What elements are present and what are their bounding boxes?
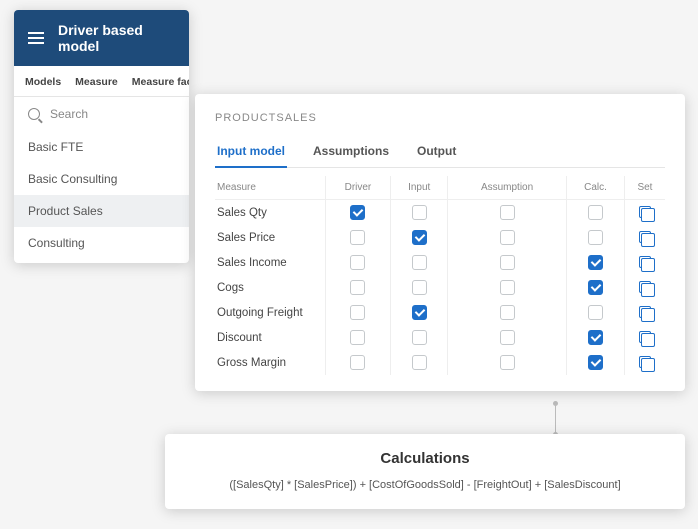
input-checkbox[interactable] bbox=[412, 305, 427, 320]
panel-tab-input-model[interactable]: Input model bbox=[215, 138, 287, 168]
table-row: Sales Price bbox=[215, 225, 665, 250]
panel-tab-output[interactable]: Output bbox=[415, 138, 458, 167]
measure-label: Discount bbox=[215, 325, 325, 350]
sidebar: Driver based model Models Measure Measur… bbox=[14, 10, 189, 263]
copy-icon[interactable] bbox=[639, 256, 651, 268]
assumption-checkbox[interactable] bbox=[500, 230, 515, 245]
assumption-checkbox[interactable] bbox=[500, 330, 515, 345]
col-driver: Driver bbox=[325, 176, 391, 200]
panel-tabs: Input model Assumptions Output bbox=[215, 138, 665, 168]
calculations-formula: ([SalesQty] * [SalesPrice]) + [CostOfGoo… bbox=[179, 479, 671, 491]
copy-icon[interactable] bbox=[639, 331, 651, 343]
measure-label: Sales Price bbox=[215, 225, 325, 250]
table-row: Gross Margin bbox=[215, 350, 665, 375]
tab-measure[interactable]: Measure bbox=[68, 66, 125, 96]
main-panel: PRODUCTSALES Input model Assumptions Out… bbox=[195, 94, 685, 391]
driver-checkbox[interactable] bbox=[350, 355, 365, 370]
table-row: Outgoing Freight bbox=[215, 300, 665, 325]
calc-checkbox[interactable] bbox=[588, 305, 603, 320]
copy-icon[interactable] bbox=[639, 356, 651, 368]
input-checkbox[interactable] bbox=[412, 205, 427, 220]
measures-table: Measure Driver Input Assumption Calc. Se… bbox=[215, 176, 665, 375]
input-checkbox[interactable] bbox=[412, 280, 427, 295]
col-assumption: Assumption bbox=[448, 176, 567, 200]
col-calc: Calc. bbox=[567, 176, 625, 200]
input-checkbox[interactable] bbox=[412, 330, 427, 345]
menu-icon[interactable] bbox=[28, 32, 44, 44]
sidebar-item-basic-consulting[interactable]: Basic Consulting bbox=[14, 163, 189, 195]
measure-label: Sales Income bbox=[215, 250, 325, 275]
measure-label: Outgoing Freight bbox=[215, 300, 325, 325]
app-header: Driver based model bbox=[14, 10, 189, 66]
assumption-checkbox[interactable] bbox=[500, 305, 515, 320]
driver-checkbox[interactable] bbox=[350, 280, 365, 295]
search-placeholder: Search bbox=[50, 107, 88, 121]
sidebar-item-basic-fte[interactable]: Basic FTE bbox=[14, 131, 189, 163]
col-set: Set bbox=[624, 176, 665, 200]
panel-tab-assumptions[interactable]: Assumptions bbox=[311, 138, 391, 167]
sidebar-item-product-sales[interactable]: Product Sales bbox=[14, 195, 189, 227]
app-title: Driver based model bbox=[58, 22, 175, 54]
sidebar-item-consulting[interactable]: Consulting bbox=[14, 227, 189, 259]
connector-line bbox=[555, 404, 556, 434]
search-row[interactable]: Search bbox=[14, 97, 189, 131]
tab-models[interactable]: Models bbox=[18, 66, 68, 96]
copy-icon[interactable] bbox=[639, 231, 651, 243]
calculations-panel: Calculations ([SalesQty] * [SalesPrice])… bbox=[165, 434, 685, 509]
search-icon bbox=[28, 108, 40, 120]
table-row: Cogs bbox=[215, 275, 665, 300]
assumption-checkbox[interactable] bbox=[500, 255, 515, 270]
driver-checkbox[interactable] bbox=[350, 305, 365, 320]
calc-checkbox[interactable] bbox=[588, 255, 603, 270]
driver-checkbox[interactable] bbox=[350, 330, 365, 345]
table-row: Sales Qty bbox=[215, 200, 665, 226]
assumption-checkbox[interactable] bbox=[500, 205, 515, 220]
copy-icon[interactable] bbox=[639, 281, 651, 293]
sidebar-tabs: Models Measure Measure fact ... bbox=[14, 66, 189, 97]
sidebar-list: Basic FTE Basic Consulting Product Sales… bbox=[14, 131, 189, 263]
measure-label: Gross Margin bbox=[215, 350, 325, 375]
copy-icon[interactable] bbox=[639, 306, 651, 318]
driver-checkbox[interactable] bbox=[350, 205, 365, 220]
calc-checkbox[interactable] bbox=[588, 230, 603, 245]
input-checkbox[interactable] bbox=[412, 230, 427, 245]
input-checkbox[interactable] bbox=[412, 355, 427, 370]
assumption-checkbox[interactable] bbox=[500, 355, 515, 370]
calc-checkbox[interactable] bbox=[588, 330, 603, 345]
table-row: Discount bbox=[215, 325, 665, 350]
tab-measure-fact[interactable]: Measure fact ... bbox=[125, 66, 189, 96]
driver-checkbox[interactable] bbox=[350, 230, 365, 245]
calc-checkbox[interactable] bbox=[588, 355, 603, 370]
panel-title: PRODUCTSALES bbox=[215, 112, 665, 124]
table-row: Sales Income bbox=[215, 250, 665, 275]
calculations-title: Calculations bbox=[179, 450, 671, 467]
copy-icon[interactable] bbox=[639, 206, 651, 218]
driver-checkbox[interactable] bbox=[350, 255, 365, 270]
measure-label: Sales Qty bbox=[215, 200, 325, 226]
calc-checkbox[interactable] bbox=[588, 205, 603, 220]
calc-checkbox[interactable] bbox=[588, 280, 603, 295]
col-input: Input bbox=[391, 176, 448, 200]
input-checkbox[interactable] bbox=[412, 255, 427, 270]
assumption-checkbox[interactable] bbox=[500, 280, 515, 295]
measure-label: Cogs bbox=[215, 275, 325, 300]
col-measure: Measure bbox=[215, 176, 325, 200]
